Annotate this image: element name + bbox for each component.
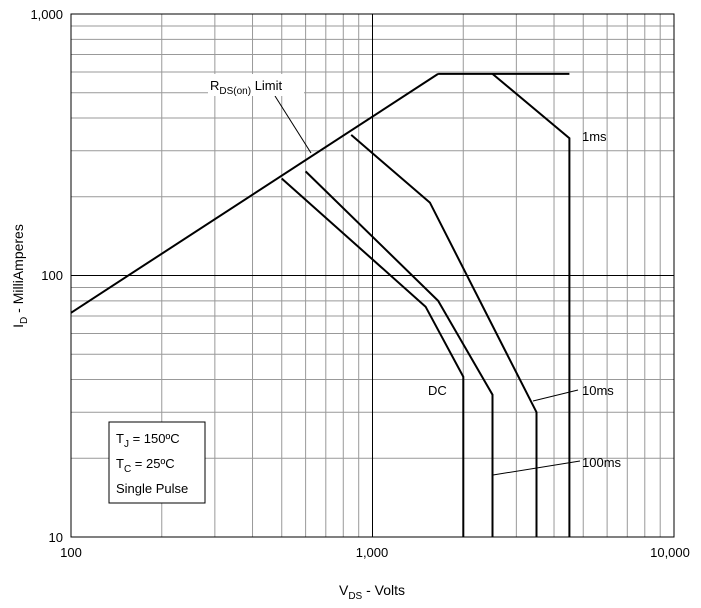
major-gridlines	[71, 14, 674, 537]
condition-single-pulse: Single Pulse	[116, 481, 188, 496]
ms10-leader-line	[532, 389, 579, 402]
tick-labels: 1,000 100 10 100 1,000 10,000	[30, 7, 689, 560]
series-line-10ms-3	[350, 134, 538, 537]
y-tick-label-10: 10	[49, 530, 63, 545]
ms100-leader-line	[492, 460, 581, 476]
label-1ms: 1ms	[582, 129, 607, 144]
series-line-rds-on-limit-0	[70, 73, 439, 314]
series-line-dc-5	[281, 177, 465, 537]
x-tick-label-100: 100	[60, 545, 82, 560]
rds-on-limit-label: RDS(on) Limit	[210, 78, 283, 97]
condition-tc: TC = 25ºC	[116, 456, 175, 475]
x-axis-label: VDS - Volts	[339, 582, 405, 602]
rds-label-background	[208, 74, 304, 96]
x-tick-label-1000: 1,000	[356, 545, 389, 560]
label-dc: DC	[428, 383, 447, 398]
y-axis-label: ID - MilliAmperes	[10, 224, 30, 328]
plot-frame	[70, 13, 675, 538]
series-lines	[70, 72, 571, 537]
conditions-box-frame	[108, 421, 206, 504]
y-tick-label-100: 100	[41, 268, 63, 283]
rds-leader-line	[274, 95, 312, 154]
condition-tj: TJ = 150ºC	[116, 431, 180, 450]
y-tick-label-1000: 1,000	[30, 7, 63, 22]
x-tick-label-10000: 10,000	[650, 545, 690, 560]
series-line-100ms-4	[304, 170, 494, 537]
conditions-box: TJ = 150ºC TC = 25ºC Single Pulse	[108, 421, 206, 504]
label-100ms: 100ms	[582, 455, 622, 470]
label-10ms: 10ms	[582, 383, 614, 398]
series-line-1ms-2	[491, 73, 571, 537]
